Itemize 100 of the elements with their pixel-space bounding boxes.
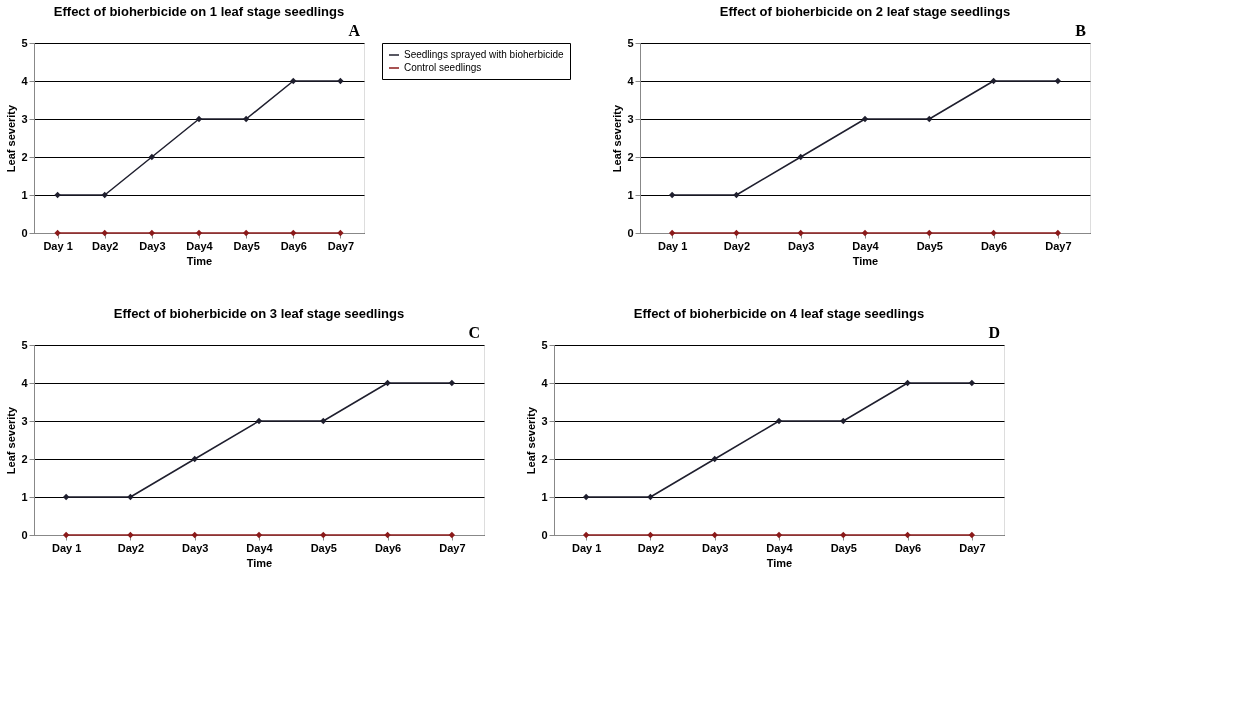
x-tick-label: Day2 — [92, 239, 119, 252]
point — [775, 417, 783, 425]
y-tick-label: 5 — [541, 338, 548, 351]
x-axis-title: Time — [766, 556, 793, 569]
point — [990, 229, 997, 237]
point — [148, 229, 156, 237]
y-tick-label: 2 — [21, 452, 28, 465]
point — [195, 115, 203, 123]
point — [290, 77, 297, 85]
point — [647, 531, 654, 539]
point — [448, 531, 456, 539]
y-tick-label: 2 — [541, 452, 548, 465]
x-tick-label: Day 1 — [657, 239, 688, 252]
y-axis-title: Leaf severity — [611, 103, 624, 173]
x-tick-label: Day7 — [1045, 239, 1072, 252]
y-tick-label: 5 — [21, 36, 28, 49]
x-tick-label: Day5 — [233, 239, 260, 252]
point — [320, 417, 327, 425]
point — [904, 531, 911, 539]
y-tick-label: 1 — [541, 490, 548, 503]
point — [861, 115, 869, 123]
point — [968, 379, 976, 387]
point — [733, 191, 740, 199]
y-tick-label: 2 — [627, 150, 634, 163]
x-tick-label: Day5 — [916, 239, 943, 252]
point — [242, 229, 250, 237]
y-tick-label: 1 — [21, 188, 28, 201]
point — [320, 531, 327, 539]
x-tick-label: Day3 — [182, 541, 209, 554]
point — [255, 417, 263, 425]
x-tick-label: Day 1 — [51, 541, 82, 554]
text: A — [348, 22, 361, 39]
point — [101, 191, 108, 199]
x-tick-label: Day6 — [894, 541, 922, 554]
y-tick-label: 3 — [541, 414, 548, 427]
point — [62, 531, 70, 539]
point — [384, 379, 391, 387]
x-tick-label: Day2 — [723, 239, 751, 252]
point — [337, 77, 344, 85]
x-tick-label: Day 1 — [43, 239, 73, 252]
point — [101, 229, 108, 237]
point — [54, 229, 61, 237]
point — [448, 379, 456, 387]
point — [904, 379, 911, 387]
x-tick-label: Day4 — [852, 239, 880, 252]
y-tick-label: 4 — [541, 376, 549, 389]
point — [195, 229, 203, 237]
x-tick-label: Day5 — [310, 541, 337, 554]
text: C — [468, 324, 480, 341]
x-axis-title: Time — [852, 254, 879, 267]
chart-title: Effect of bioherbicide on 2 leaf stage seedlings — [719, 4, 1011, 19]
x-tick-label: Day6 — [280, 239, 307, 252]
point — [926, 115, 933, 123]
point — [242, 115, 250, 123]
point — [582, 531, 590, 539]
point — [127, 531, 134, 539]
chart-title: Effect of bioherbicide on 4 leaf stage seedlings — [633, 306, 925, 321]
point — [711, 531, 718, 539]
y-tick-label: 3 — [21, 112, 28, 125]
point — [861, 229, 869, 237]
point — [840, 531, 847, 539]
point — [1054, 229, 1062, 237]
y-tick-label: 0 — [21, 528, 28, 541]
point — [54, 191, 61, 199]
x-tick-label: Day7 — [439, 541, 466, 554]
y-tick-label: 1 — [21, 490, 28, 503]
y-tick-label: 3 — [21, 414, 28, 427]
x-axis-title: Time — [246, 556, 273, 569]
point — [148, 153, 156, 161]
point — [290, 229, 297, 237]
y-tick-label: 4 — [21, 74, 29, 87]
x-tick-label: Day3 — [139, 239, 166, 252]
x-tick-label: Day4 — [766, 541, 794, 554]
y-tick-label: 5 — [627, 36, 634, 49]
x-tick-label: Day7 — [959, 541, 986, 554]
y-axis-title: Leaf severity — [5, 103, 18, 173]
point — [711, 455, 718, 463]
chart-title: Effect of bioherbicide on 3 leaf stage seedlings — [113, 306, 405, 321]
point — [968, 531, 976, 539]
x-axis-title: Time — [186, 254, 213, 267]
point — [733, 229, 740, 237]
point — [647, 493, 654, 501]
y-tick-label: 1 — [627, 188, 634, 201]
x-tick-label: Day4 — [186, 239, 214, 252]
point — [797, 229, 804, 237]
point — [191, 455, 198, 463]
point — [1054, 77, 1062, 85]
y-tick-label: 5 — [21, 338, 28, 351]
x-tick-label: Day4 — [246, 541, 274, 554]
y-tick-label: 0 — [21, 226, 28, 239]
point — [668, 229, 676, 237]
point — [62, 493, 70, 501]
point — [926, 229, 933, 237]
y-tick-label: 0 — [627, 226, 634, 239]
point — [337, 229, 344, 237]
y-tick-label: 4 — [627, 74, 635, 87]
legend-label: Seedlings sprayed with bioherbicide — [404, 49, 564, 60]
point — [127, 493, 134, 501]
x-tick-label: Day2 — [117, 541, 145, 554]
point — [990, 77, 997, 85]
